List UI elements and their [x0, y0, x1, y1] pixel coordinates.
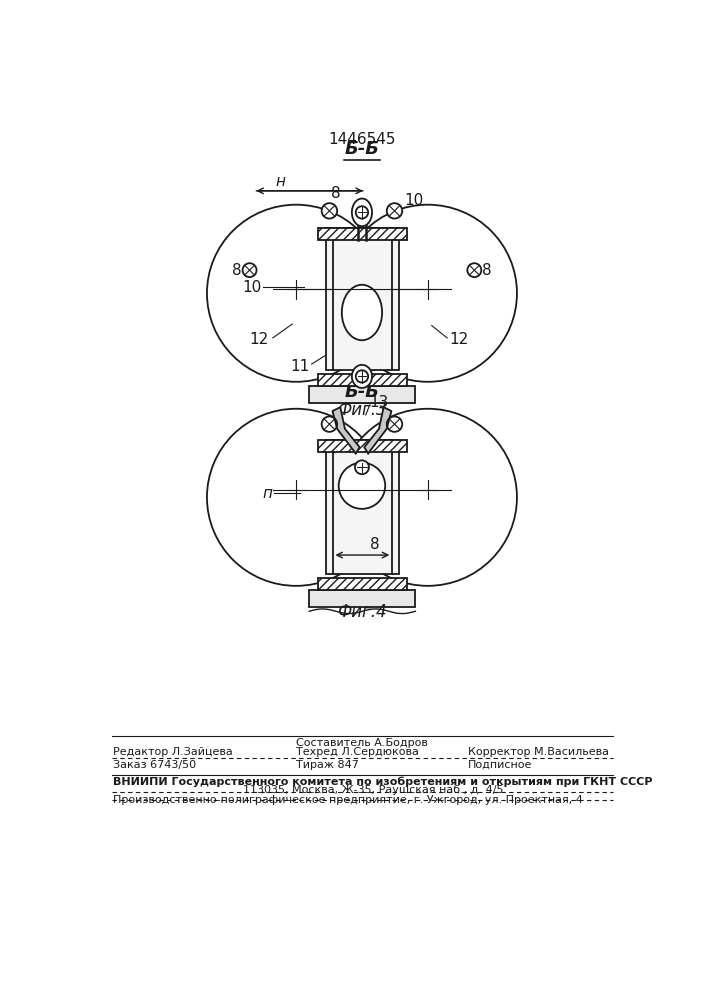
Text: Б-Б: Б-Б — [344, 383, 380, 401]
Circle shape — [387, 416, 402, 432]
Circle shape — [322, 416, 337, 432]
Circle shape — [243, 263, 257, 277]
Text: 10: 10 — [242, 280, 261, 295]
Bar — [317, 440, 407, 452]
Circle shape — [356, 206, 368, 219]
Text: 10: 10 — [404, 193, 423, 208]
Ellipse shape — [352, 365, 372, 388]
Text: 11: 11 — [290, 359, 309, 374]
Text: Тираж 847: Тираж 847 — [296, 760, 359, 770]
Circle shape — [355, 460, 369, 474]
Bar — [309, 386, 416, 403]
Circle shape — [339, 205, 517, 382]
Circle shape — [339, 463, 385, 509]
Polygon shape — [364, 407, 392, 453]
Text: н: н — [276, 174, 286, 189]
Text: Производственно-полиграфическое предприятие, г. Ужгород, ул. Проектная, 4: Производственно-полиграфическое предприя… — [113, 795, 583, 805]
Polygon shape — [332, 407, 360, 453]
Bar — [317, 374, 407, 386]
Bar — [317, 578, 407, 590]
Text: 8: 8 — [331, 186, 341, 201]
Text: 12: 12 — [450, 332, 469, 347]
Text: п: п — [263, 486, 273, 501]
Circle shape — [356, 370, 368, 383]
Text: 8: 8 — [482, 263, 491, 278]
Text: Составитель А.Бодров: Составитель А.Бодров — [296, 738, 428, 748]
Circle shape — [322, 203, 337, 219]
Bar — [317, 228, 407, 240]
Text: 13: 13 — [370, 395, 389, 410]
Text: Редактор Л.Зайцева: Редактор Л.Зайцева — [113, 747, 233, 757]
Circle shape — [339, 409, 517, 586]
Text: 1446545: 1446545 — [328, 132, 396, 147]
Text: Б-Б: Б-Б — [344, 140, 380, 158]
Text: Подписное: Подписное — [468, 760, 532, 770]
Text: Фиг.3: Фиг.3 — [337, 401, 387, 419]
Text: ВНИИПИ Государственного комитета по изобретениям и открытиям при ГКНТ СССР: ВНИИПИ Государственного комитета по изоб… — [113, 777, 653, 787]
Bar — [325, 228, 399, 370]
Circle shape — [207, 409, 385, 586]
Bar — [325, 440, 399, 574]
Circle shape — [387, 203, 402, 219]
Bar — [309, 590, 416, 607]
Text: 8: 8 — [370, 537, 380, 552]
Text: Корректор М.Васильева: Корректор М.Васильева — [468, 747, 609, 757]
Circle shape — [467, 263, 481, 277]
Text: Фиг.4: Фиг.4 — [337, 603, 387, 621]
Text: 12: 12 — [250, 332, 269, 347]
Text: Техред Л.Сердюкова: Техред Л.Сердюкова — [296, 747, 419, 757]
Text: Заказ 6743/50: Заказ 6743/50 — [113, 760, 197, 770]
Circle shape — [207, 205, 385, 382]
Text: 113035, Москва, Ж-35, Раушская наб., д. 4/5: 113035, Москва, Ж-35, Раушская наб., д. … — [243, 785, 504, 795]
Ellipse shape — [352, 199, 372, 226]
Text: 8: 8 — [232, 263, 242, 278]
Ellipse shape — [341, 285, 382, 340]
